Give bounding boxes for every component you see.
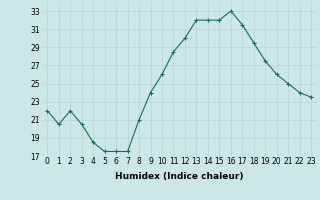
X-axis label: Humidex (Indice chaleur): Humidex (Indice chaleur) [115,172,244,181]
